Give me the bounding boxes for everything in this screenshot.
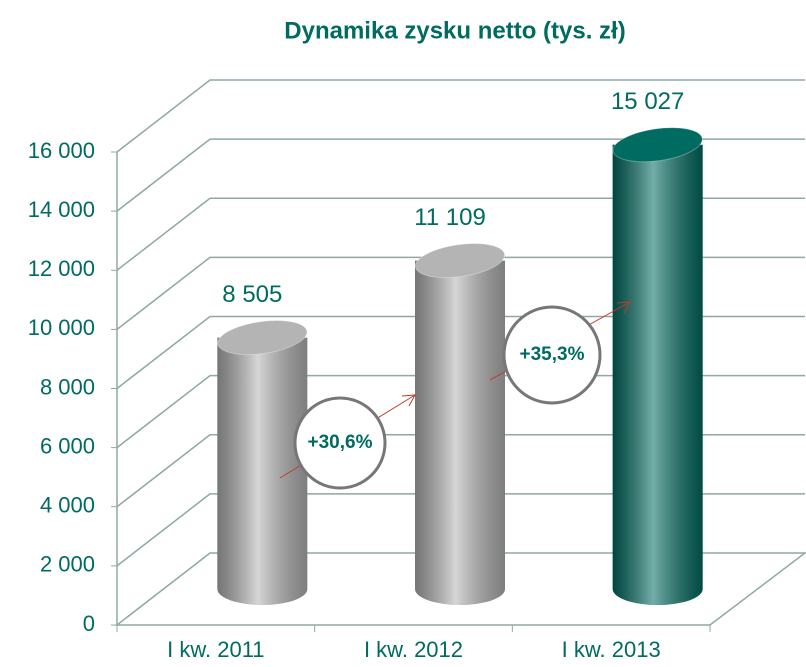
y-tick-label: 10 000	[28, 315, 95, 340]
y-tick-label: 12 000	[28, 256, 95, 281]
floor	[114, 552, 806, 626]
x-tick-label: I kw. 2011	[167, 637, 264, 662]
annotation: +35,3%	[520, 344, 585, 365]
grid-line	[116, 256, 805, 330]
grid-line	[116, 138, 805, 212]
bar-shade	[612, 144, 703, 605]
grid: 0 2 000 4 000 6 000 8 000 10 000 12 000 14 000 1…	[28, 79, 805, 662]
y-tick-label: 2 000	[40, 552, 95, 577]
annotation-circle	[502, 305, 602, 405]
x-tick-label: I kw. 2012	[364, 637, 463, 662]
bar-shade	[217, 337, 308, 605]
grid-line	[116, 374, 805, 449]
bar-top	[217, 320, 308, 356]
value-label: 11 109	[414, 204, 486, 231]
value-label: 8 505	[222, 281, 282, 308]
bars: 8 505 11 109 15 027	[217, 88, 703, 605]
grid-line	[116, 493, 805, 567]
y-tick-label: 14 000	[28, 197, 95, 222]
annotation: +30,6%	[308, 432, 373, 453]
x-tick-label: I kw. 2013	[562, 637, 661, 662]
bar-top	[414, 243, 506, 279]
bar-top	[612, 127, 703, 163]
grid-line	[116, 434, 805, 508]
y-tick-label: 0	[83, 611, 95, 636]
y-tick-label: 8 000	[40, 374, 95, 399]
y-tick-label: 16 000	[28, 138, 95, 163]
bar-shade	[415, 260, 505, 605]
grid-line	[116, 79, 805, 153]
y-tick-label: 6 000	[40, 433, 95, 458]
grid-line	[116, 315, 805, 390]
chart-title: Dynamika zysku netto (tys. zł)	[284, 17, 625, 44]
annotation-circle	[293, 396, 387, 490]
grid-line	[116, 197, 805, 271]
y-tick-label: 4 000	[40, 493, 95, 518]
value-label: 15 027	[611, 88, 684, 115]
